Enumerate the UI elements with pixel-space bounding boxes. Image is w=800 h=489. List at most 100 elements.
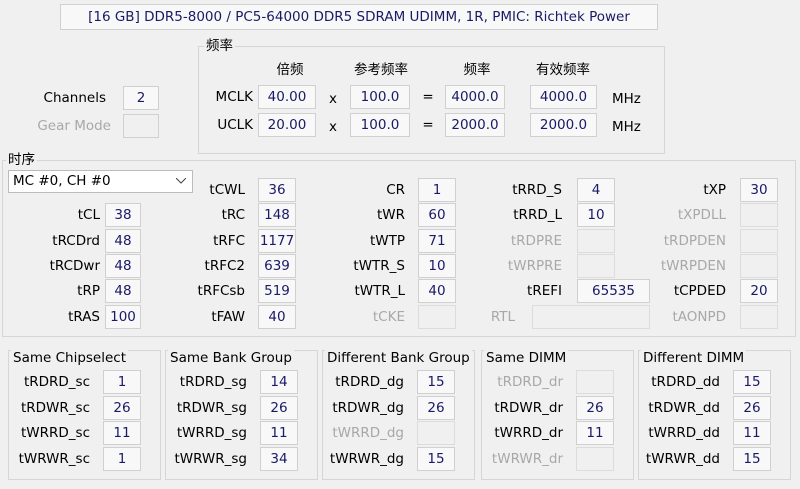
- field-label: tCKE: [372, 309, 405, 325]
- field-label: tWRWR_sg: [174, 450, 247, 467]
- value-box: 14: [260, 370, 298, 394]
- field-label: tRDWR_dd: [648, 399, 720, 416]
- value-box: [740, 229, 778, 253]
- field-label: tWTR_S: [353, 258, 405, 274]
- value-box: 15: [733, 370, 771, 394]
- field-label: tWTR_L: [354, 283, 405, 299]
- field-label: tWRWR_sc: [18, 450, 90, 467]
- field-label: tWRRD_dd: [648, 425, 720, 441]
- timings-group: [2, 160, 796, 337]
- value-box: [740, 305, 778, 329]
- value-box: [576, 446, 614, 471]
- field-label: tRRD_L: [513, 207, 562, 223]
- field-label: tRAS: [68, 309, 100, 325]
- field-label: tWRRD_dg: [332, 425, 404, 441]
- field-label: tCWL: [209, 182, 245, 198]
- field-label: CR: [386, 182, 405, 198]
- field-label: tRDPDEN: [663, 233, 726, 249]
- value-box: [740, 254, 778, 278]
- frequency-group: [198, 46, 665, 154]
- group-title: 时序: [6, 152, 37, 168]
- value-box: 40.00: [258, 85, 316, 109]
- field-label: tRDRD_sg: [179, 374, 247, 390]
- value-box: 48: [105, 279, 141, 303]
- value-box: 100.0: [350, 113, 410, 137]
- module-field: [16 GB] DDR5-8000 / PC5-64000 DDR5 SDRAM…: [60, 4, 658, 30]
- value-box: 4000.0: [530, 85, 597, 109]
- value-box: 36: [258, 178, 296, 202]
- field-label: tRDRD_sc: [23, 374, 90, 390]
- field-label: RTL: [490, 309, 515, 325]
- value-box: 48: [105, 229, 141, 253]
- value-box: 71: [418, 229, 456, 253]
- value-box: 20: [740, 279, 778, 303]
- field-label: tRCDwr: [49, 258, 100, 274]
- field-label: tWRWR_dd: [645, 450, 720, 467]
- group-title: Same DIMM: [484, 350, 569, 366]
- field-label: tWRRD_sg: [176, 425, 247, 441]
- field-label: tAONPD: [672, 309, 726, 325]
- group-title: Different Bank Group: [325, 350, 472, 366]
- value-box: 60: [418, 203, 456, 227]
- unit: MHz: [612, 91, 641, 107]
- row-label: MCLK: [215, 89, 253, 105]
- value-box: [740, 203, 778, 227]
- value-box: 10: [577, 203, 615, 227]
- value-box: 10: [418, 254, 456, 278]
- value-box: 15: [733, 446, 771, 471]
- field-label: tRP: [77, 283, 100, 299]
- operator: =: [422, 117, 434, 133]
- value-box: 4000.0: [445, 85, 505, 109]
- value-box: 2000.0: [530, 113, 597, 137]
- field-label: tRDWR_sc: [20, 399, 90, 416]
- channel-dropdown[interactable]: MC #0, CH #0: [8, 170, 193, 193]
- value-box: 148: [258, 203, 296, 227]
- field-label: tWRWR_dr: [491, 450, 563, 467]
- value-box: 40: [258, 305, 296, 329]
- value-box: 1: [103, 370, 141, 394]
- field-label: tRFC: [213, 233, 245, 249]
- value-box: [532, 305, 650, 329]
- dropdown-arrow: [176, 178, 186, 184]
- value-box: 65535: [577, 279, 650, 303]
- value-box: 15: [417, 370, 455, 394]
- unit: MHz: [612, 119, 641, 135]
- field-label: tRFC2: [204, 258, 245, 274]
- value-box: 38: [105, 203, 141, 227]
- value-box: 11: [733, 421, 771, 445]
- value-box: 1: [418, 178, 456, 202]
- group-title: Same Chipselect: [11, 350, 129, 366]
- value-box: [417, 421, 455, 445]
- value-box: 26: [576, 395, 614, 420]
- field-label: tRDPRE: [510, 233, 562, 249]
- value-box: 519: [258, 279, 296, 303]
- value-box: 100: [105, 305, 141, 329]
- group-title: Different DIMM: [641, 350, 747, 366]
- value-box: 26: [417, 395, 455, 420]
- value-box: 26: [103, 395, 141, 420]
- column-header: 有效频率: [536, 62, 590, 78]
- value-box: 20.00: [258, 113, 316, 137]
- field-label: tREFI: [527, 283, 562, 299]
- group-title: Same Bank Group: [168, 350, 294, 366]
- value-box: 1: [103, 446, 141, 471]
- field-label: tRDWR_dr: [494, 399, 563, 416]
- value-box: 11: [576, 421, 614, 445]
- field-label: tWRPRE: [507, 258, 562, 274]
- column-header: 倍频: [276, 62, 304, 78]
- value-box: 100.0: [350, 85, 410, 109]
- group-title: 频率: [204, 38, 235, 54]
- field-label: Gear Mode: [37, 118, 111, 134]
- value-box: [577, 254, 615, 278]
- field-label: tWRRD_sc: [20, 425, 90, 441]
- field-label: tWRPDEN: [660, 258, 726, 274]
- operator: =: [422, 89, 434, 105]
- field-label: tCPDED: [673, 283, 726, 299]
- field-label: tRFCsb: [197, 283, 245, 299]
- field-label: Channels: [43, 90, 106, 106]
- field-label: tRDWR_dg: [332, 399, 404, 416]
- field-label: tWTP: [369, 233, 405, 249]
- field-label: tWRRD_dr: [494, 425, 563, 441]
- field-label: tRDWR_sg: [176, 399, 247, 416]
